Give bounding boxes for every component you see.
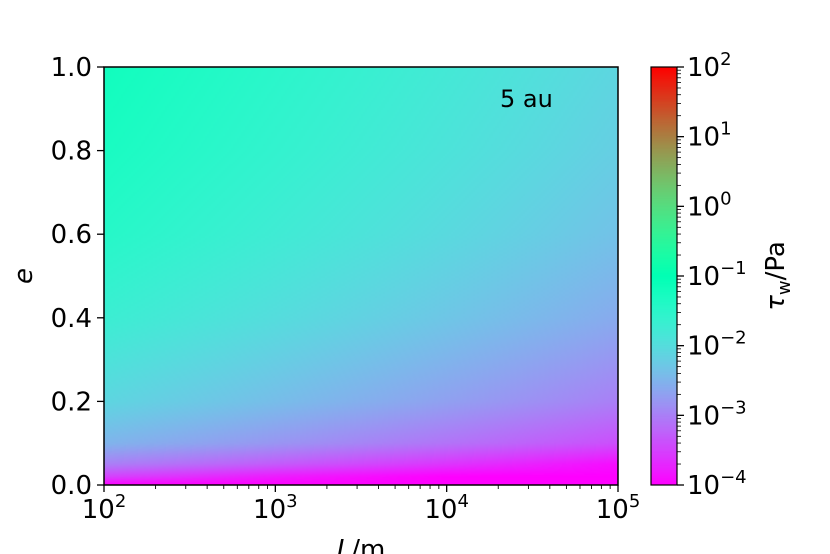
colorbar-tick-label-2: 10−2 xyxy=(687,328,747,362)
x-tick-label-0-base: 10 xyxy=(82,495,115,525)
colorbar-tick-label-4-exp: 0 xyxy=(720,188,731,209)
colorbar-tick-label-1: 10−3 xyxy=(687,397,747,431)
x-tick-label-2-exp: 4 xyxy=(457,491,468,512)
colorbar-label-symbol: τ xyxy=(761,295,791,311)
colorbar-tick-label-6: 102 xyxy=(687,49,732,83)
colorbar-tick-label-6-base: 10 xyxy=(687,53,720,83)
x-tick-label-3-base: 10 xyxy=(596,495,629,525)
x-tick-label-1-base: 10 xyxy=(253,495,286,525)
colorbar-tick-label-3-base: 10 xyxy=(687,262,720,292)
y-tick-label-1: 0.2 xyxy=(51,387,92,417)
colorbar-label: τw/Pa xyxy=(761,241,795,311)
x-tick-label-1: 103 xyxy=(253,491,298,525)
colorbar-tick-label-2-base: 10 xyxy=(687,332,720,362)
x-axis-label-unit: /m xyxy=(351,535,385,554)
x-tick-label-0: 102 xyxy=(82,491,127,525)
colorbar-tick-label-0-base: 10 xyxy=(687,471,720,501)
colorbar-tick-label-1-base: 10 xyxy=(687,401,720,431)
colorbar-tick-label-0-exp: −4 xyxy=(720,467,747,488)
x-axis: 102 103 104 105 xyxy=(82,485,641,525)
x-tick-label-0-exp: 2 xyxy=(115,491,126,512)
heatmap-area xyxy=(103,66,619,486)
x-tick-label-1-exp: 3 xyxy=(286,491,297,512)
heatmap-image xyxy=(104,67,618,485)
y-tick-label-5: 1.0 xyxy=(51,53,92,83)
colorbar-tick-label-5: 101 xyxy=(687,119,732,153)
x-tick-label-3: 105 xyxy=(596,491,641,525)
colorbar-gradient xyxy=(651,67,677,485)
colorbar-tick-label-1-exp: −3 xyxy=(720,397,747,418)
colorbar-tick-label-3-exp: −1 xyxy=(720,258,747,279)
colorbar-tick-label-5-base: 10 xyxy=(687,123,720,153)
y-tick-label-3: 0.6 xyxy=(51,220,92,250)
x-tick-label-2: 104 xyxy=(424,491,469,525)
y-axis-label: e xyxy=(9,268,39,284)
x-axis-label-var: L xyxy=(337,535,352,554)
y-tick-label-2: 0.4 xyxy=(51,304,92,334)
y-tick-label-0: 0.0 xyxy=(51,471,92,501)
y-tick-label-4: 0.8 xyxy=(51,137,92,167)
x-tick-label-2-base: 10 xyxy=(424,495,457,525)
colorbar-tick-label-3: 10−1 xyxy=(687,258,747,292)
y-axis: 0.0 0.2 0.4 0.6 0.8 1.0 xyxy=(51,53,104,501)
colorbar-tick-label-0: 10−4 xyxy=(687,467,747,501)
colorbar-tick-label-4-base: 10 xyxy=(687,192,720,222)
colorbar-tick-label-6-exp: 2 xyxy=(720,49,731,70)
colorbar-tick-label-4: 100 xyxy=(687,188,732,222)
x-axis-label: L/m xyxy=(337,535,386,554)
x-tick-label-3-exp: 5 xyxy=(629,491,640,512)
colorbar-label-unit: /Pa xyxy=(761,241,791,280)
annotation-label: 5 au xyxy=(500,85,553,113)
colorbar-tick-label-2-exp: −2 xyxy=(720,328,747,349)
colorbar-tick-label-5-exp: 1 xyxy=(720,119,731,140)
colorbar-label-sub: w xyxy=(774,280,795,295)
plot-frame xyxy=(103,66,619,486)
